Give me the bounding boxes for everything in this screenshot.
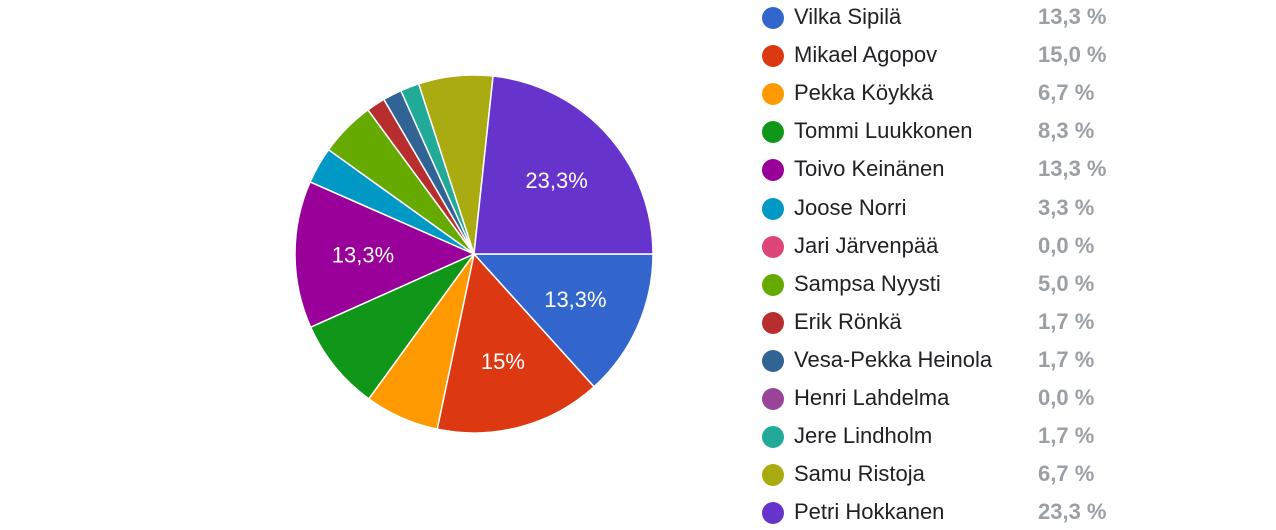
- legend-color-dot: [762, 426, 784, 449]
- legend-percentage: 0,0 %: [1038, 232, 1095, 258]
- legend-percentage: 1,7 %: [1038, 308, 1095, 334]
- pie-slice-0[interactable]: [473, 253, 654, 388]
- pie-slice-label-1: 15%: [481, 349, 525, 374]
- legend-percentage: 13,3 %: [1038, 4, 1107, 29]
- pie-slice-1[interactable]: [436, 253, 595, 434]
- legend-percentage: 23,3 %: [1038, 499, 1107, 525]
- legend-label: Petri Hokkanen: [794, 499, 945, 525]
- legend-item[interactable]: Henri Lahdelma 0,0 %: [760, 382, 1160, 416]
- legend-item[interactable]: Vesa-Pekka Heinola 1,7 %: [760, 344, 1160, 378]
- legend-label: Mikael Agopov: [794, 42, 938, 68]
- legend-label: Vesa-Pekka Heinola: [794, 346, 993, 372]
- legend-percentage: 13,3 %: [1038, 156, 1107, 182]
- legend-label: Toivo Keinänen: [794, 156, 945, 182]
- legend-item[interactable]: Joose Norri 3,3 %: [760, 192, 1160, 226]
- legend-label: Samu Ristoja: [794, 461, 925, 487]
- legend-item[interactable]: Sampsa Nyysti 5,0 %: [760, 268, 1160, 296]
- legend-item[interactable]: Toivo Keinänen 13,3 %: [760, 153, 1160, 187]
- legend-color-dot: [762, 235, 784, 258]
- legend-percentage: 8,3 %: [1038, 118, 1095, 144]
- legend-percentage: 1,7 %: [1038, 346, 1095, 372]
- legend-item[interactable]: Jere Lindholm 1,7 %: [760, 420, 1160, 454]
- legend-label: Joose Norri: [794, 194, 907, 220]
- legend-item[interactable]: Jari Järvenpää 0,0 %: [760, 230, 1160, 264]
- legend-item[interactable]: Petri Hokkanen 23,3 %: [760, 496, 1160, 530]
- pie-slice-label-13: 23,3%: [525, 168, 587, 193]
- legend-percentage: 3,3 %: [1038, 194, 1095, 220]
- legend-color-dot: [762, 388, 784, 410]
- legend-label: Vilka Sipilä: [794, 4, 902, 29]
- legend-label: Sampsa Nyysti: [794, 270, 941, 296]
- legend-percentage: 1,7 %: [1038, 423, 1095, 449]
- legend-color-dot: [762, 7, 784, 29]
- legend-percentage: 15,0 %: [1038, 42, 1107, 68]
- pie-slice-labels: 13,3% 15% 13,3% 23,3%: [332, 168, 607, 374]
- legend-color-dot: [762, 464, 784, 487]
- legend-label: Jari Järvenpää: [794, 232, 939, 258]
- legend-color-dot: [762, 502, 784, 525]
- legend-label: Erik Rönkä: [794, 308, 902, 334]
- pie-slice-3[interactable]: [309, 253, 475, 400]
- legend-percentage: 6,7 %: [1038, 80, 1095, 106]
- legend-label: Pekka Köykkä: [794, 80, 934, 106]
- legend-percentage: 0,0 %: [1038, 385, 1095, 410]
- legend-percentage: 5,0 %: [1038, 270, 1095, 296]
- legend-percentage: 6,7 %: [1038, 461, 1095, 487]
- legend-item[interactable]: Tommi Luukkonen 8,3 %: [760, 115, 1160, 149]
- pie-slice-4[interactable]: [294, 181, 475, 328]
- legend-label: Henri Lahdelma: [794, 385, 950, 410]
- legend-item[interactable]: Mikael Agopov 15,0 %: [760, 39, 1160, 73]
- legend-color-dot: [762, 45, 784, 68]
- pie-slice-label-0: 13,3%: [544, 287, 606, 312]
- legend-item[interactable]: Erik Rönkä 1,7 %: [760, 306, 1160, 340]
- legend-color-dot: [762, 159, 784, 182]
- pie-slices: [294, 74, 654, 434]
- pie-slice-label-4: 13,3%: [332, 242, 394, 267]
- legend-item[interactable]: Vilka Sipilä 13,3 %: [760, 1, 1160, 35]
- legend-color-dot: [762, 273, 784, 296]
- legend: Vilka Sipilä 13,3 % Mikael Agopov 15,0 % Pek…: [760, 0, 1160, 528]
- legend-item[interactable]: Pekka Köykkä 6,7 %: [760, 77, 1160, 111]
- legend-label: Tommi Luukkonen: [794, 118, 973, 144]
- legend-color-dot: [762, 83, 784, 106]
- legend-label: Jere Lindholm: [794, 423, 933, 449]
- pie-slice-13[interactable]: [473, 75, 654, 255]
- legend-color-dot: [762, 349, 784, 372]
- legend-color-dot: [762, 197, 784, 220]
- legend-color-dot: [762, 121, 784, 144]
- legend-item[interactable]: Samu Ristoja 6,7 %: [760, 458, 1160, 492]
- legend-color-dot: [762, 311, 784, 334]
